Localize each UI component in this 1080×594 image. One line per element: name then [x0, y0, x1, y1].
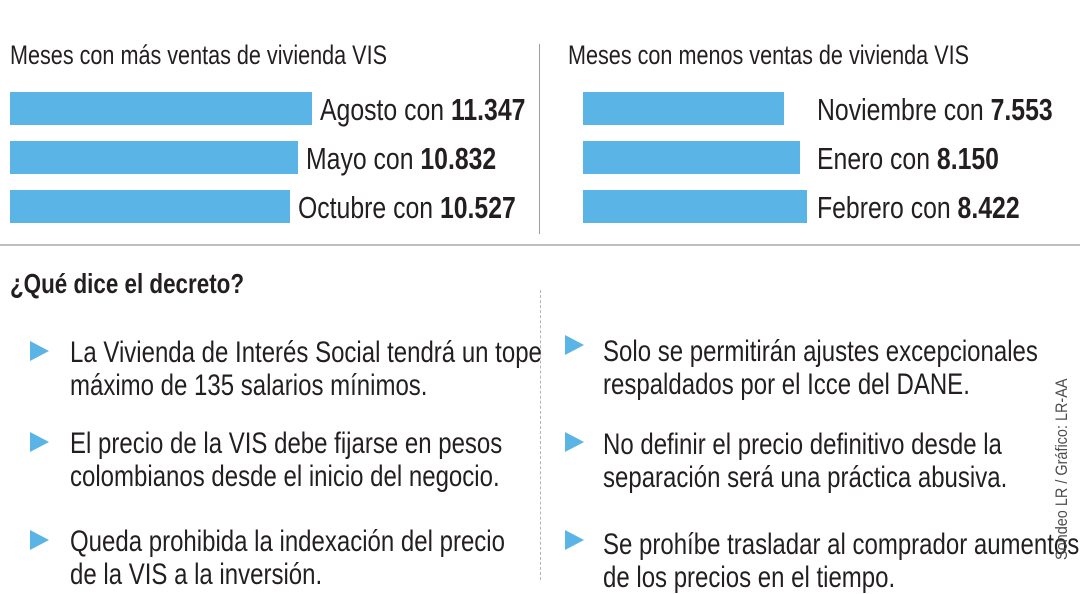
triangle-bullet-icon [565, 530, 584, 550]
bar-agosto [10, 92, 312, 125]
bar-label-octubre: Octubre con 10.527 [298, 190, 516, 224]
decree-item-text: de los precios en el tiempo. [603, 561, 896, 594]
chart-title-most: Meses con más ventas de vivienda VIS [10, 40, 387, 70]
bar-chart-most-sales: Agosto con 11.347 Mayo con 10.832 Octubre … [10, 92, 525, 225]
triangle-bullet-icon [30, 432, 49, 452]
triangle-bullet-icon [30, 530, 49, 550]
bar-noviembre [583, 92, 784, 125]
decree-item-text: máximo de 135 salarios mínimos. [70, 369, 428, 402]
chart-title-least: Meses con menos ventas de vivienda VIS [568, 40, 970, 70]
dashed-divider [540, 290, 541, 580]
bar-febrero [583, 190, 807, 223]
bar-octubre [10, 190, 290, 223]
decree-item-text: Se prohíbe trasladar al comprador aument… [603, 528, 1080, 561]
source-credit: Sondeo LR / Gráfico: LR-AA [1052, 378, 1071, 560]
decree-item-text: Queda prohibida la indexación del precio [70, 525, 505, 558]
decree-item-text: Solo se permitirán ajustes excepcionales [603, 335, 1038, 368]
decree-title: ¿Qué dice el decreto? [10, 268, 245, 299]
horizontal-divider [0, 244, 1080, 246]
decree-item-text: de la VIS a la inversión. [70, 558, 323, 591]
decree-item-text: No definir el precio definitivo desde la [603, 428, 1002, 461]
bar-mayo [10, 141, 298, 174]
triangle-bullet-icon [565, 432, 584, 452]
triangle-bullet-icon [565, 335, 584, 355]
triangle-bullet-icon [30, 341, 49, 361]
bar-enero [583, 141, 800, 174]
header-cut-text [610, 0, 905, 6]
bar-label-febrero: Febrero con 8.422 [817, 190, 1020, 224]
decree-item-text: colombianos desde el inicio del negocio. [70, 460, 500, 493]
decree-item-text: respaldados por el Icce del DANE. [603, 368, 970, 401]
bar-label-mayo: Mayo con 10.832 [306, 141, 496, 175]
decree-item-text: La Vivienda de Interés Social tendrá un … [70, 336, 542, 369]
bar-label-agosto: Agosto con 11.347 [320, 92, 525, 126]
decree-item-text: El precio de la VIS debe fijarse en peso… [70, 427, 503, 460]
bar-label-enero: Enero con 8.150 [817, 141, 999, 175]
vertical-divider [539, 44, 540, 234]
decree-item-text: separación será una práctica abusiva. [603, 461, 1008, 494]
bar-label-noviembre: Noviembre con 7.553 [817, 92, 1053, 126]
bar-chart-least-sales: Noviembre con 7.553 Enero con 8.150 Febrer… [583, 92, 1053, 225]
